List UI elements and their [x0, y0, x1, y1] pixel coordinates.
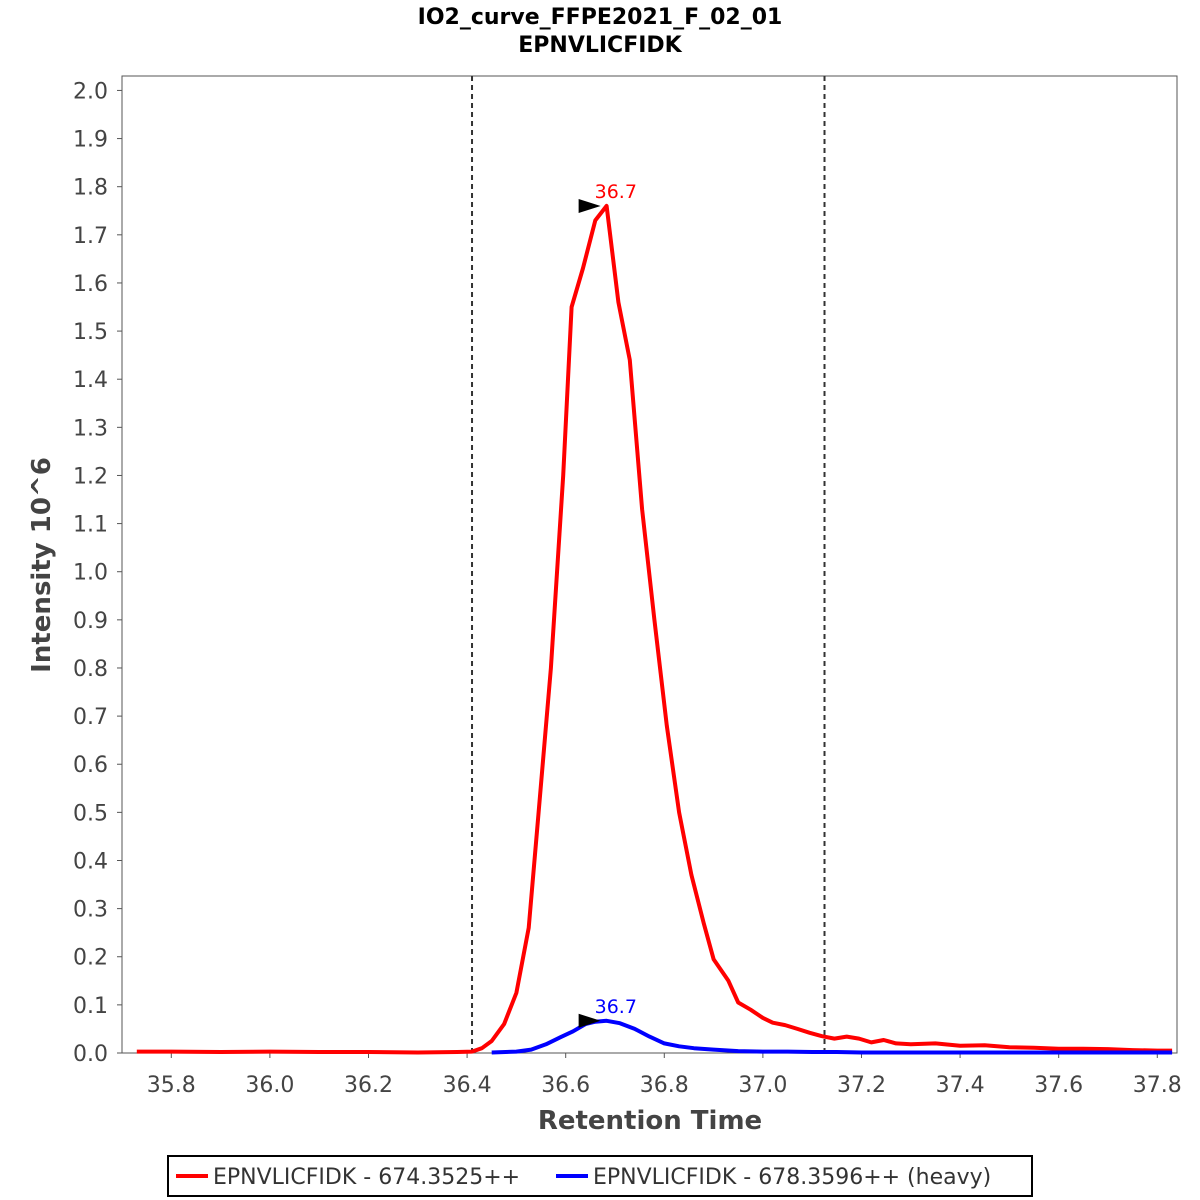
- x-tick-label: 36.0: [245, 1073, 294, 1098]
- peak-annotations: 36.7 36.7: [578, 181, 637, 1028]
- y-tick-label: 1.7: [73, 224, 108, 249]
- integration-boundaries: [471, 76, 826, 1053]
- y-tick-label: 1.1: [73, 513, 108, 538]
- y-tick-label: 0.8: [73, 657, 108, 682]
- y-tick-label: 0.3: [73, 898, 108, 923]
- x-tick-label: 36.2: [344, 1073, 393, 1098]
- series-line-heavy: [491, 1018, 1173, 1055]
- legend: EPNVLICFIDK - 674.3525++ EPNVLICFIDK - 6…: [167, 1155, 1033, 1197]
- y-tick-label: 1.0: [73, 561, 108, 586]
- chart-title: IO2_curve_FFPE2021_F_02_01: [418, 5, 783, 30]
- y-axis-label: Intensity 10^6: [27, 457, 57, 673]
- series-lines: [136, 203, 1173, 1055]
- peak-label: 36.7: [595, 181, 637, 203]
- x-axis-ticks: 35.8 36.0 36.2 36.4 36.6 36.8 37.0 37.2 37.4 37.6…: [147, 1053, 1182, 1098]
- x-tick-label: 37.4: [936, 1073, 985, 1098]
- x-axis-label: Retention Time: [538, 1106, 762, 1136]
- y-tick-label: 1.9: [73, 128, 108, 153]
- y-tick-label: 1.5: [73, 320, 108, 345]
- legend-box: [167, 1155, 1033, 1197]
- x-tick-label: 35.8: [147, 1073, 196, 1098]
- series-line-light: [136, 203, 1173, 1055]
- legend-label-light: EPNVLICFIDK - 674.3525++: [213, 1165, 520, 1190]
- y-tick-label: 0.7: [73, 705, 108, 730]
- peak-label: 36.7: [595, 996, 637, 1018]
- y-tick-label: 1.8: [73, 176, 108, 201]
- y-tick-label: 1.2: [73, 464, 108, 489]
- y-tick-label: 0.6: [73, 753, 108, 778]
- y-tick-label: 0.9: [73, 609, 108, 634]
- y-tick-label: 2.0: [73, 79, 108, 104]
- peak-arrow: [578, 198, 601, 213]
- x-tick-label: 37.6: [1034, 1073, 1083, 1098]
- x-tick-label: 36.4: [443, 1073, 492, 1098]
- y-tick-label: 0.4: [73, 849, 108, 874]
- legend-label-heavy: EPNVLICFIDK - 678.3596++ (heavy): [593, 1165, 991, 1190]
- y-tick-label: 1.4: [73, 368, 108, 393]
- peak-arrow: [578, 1013, 601, 1028]
- y-tick-label: 1.6: [73, 272, 108, 297]
- chart-subtitle: EPNVLICFIDK: [518, 33, 682, 58]
- y-tick-label: 0.1: [73, 994, 108, 1019]
- y-tick-label: 0.5: [73, 801, 108, 826]
- x-tick-label: 37.0: [738, 1073, 787, 1098]
- x-tick-label: 36.8: [640, 1073, 689, 1098]
- y-tick-label: 0.2: [73, 946, 108, 971]
- x-tick-label: 36.6: [541, 1073, 590, 1098]
- y-tick-label: 0.0: [73, 1042, 108, 1067]
- y-axis-ticks: 0.0 0.1 0.2 0.3 0.4 0.5 0.6 0.7 0.8 0.9 1.0 1.1 1.2 1…: [73, 79, 122, 1067]
- x-tick-label: 37.2: [837, 1073, 886, 1098]
- y-tick-label: 1.3: [73, 416, 108, 441]
- x-tick-label: 37.8: [1133, 1073, 1182, 1098]
